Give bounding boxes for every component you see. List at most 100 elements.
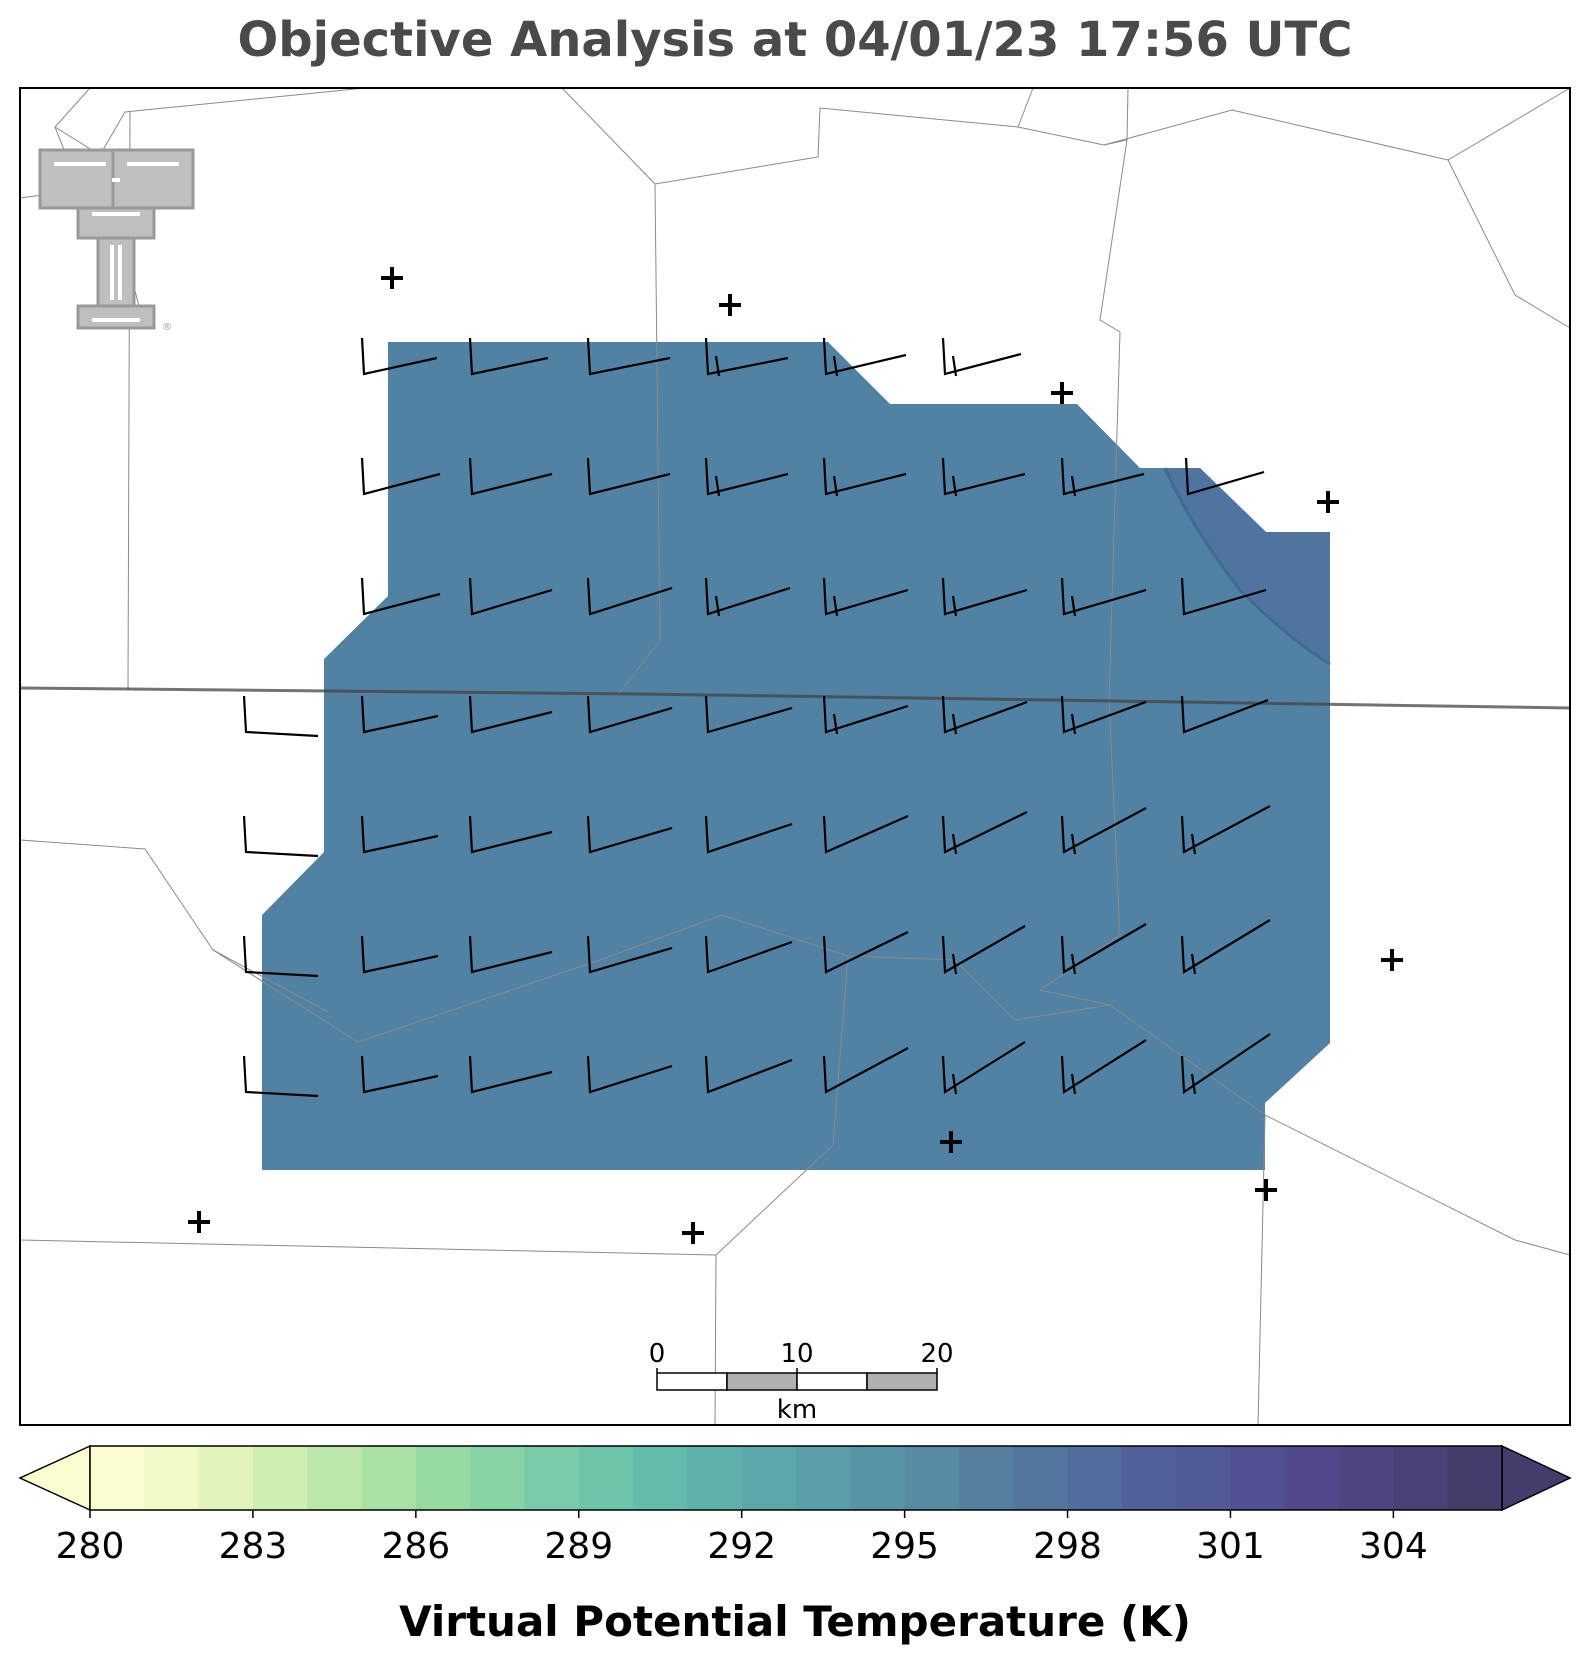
logo-stem bbox=[76, 206, 156, 240]
logo-registered-mark: ® bbox=[162, 322, 172, 333]
wind-barb bbox=[242, 935, 319, 978]
scale-label-0: 0 bbox=[649, 1339, 666, 1369]
page-title: Objective Analysis at 04/01/23 17:56 UTC bbox=[237, 12, 1353, 68]
colorbar-extend-high bbox=[1501, 1444, 1572, 1512]
colorbar-label: Virtual Potential Temperature (K) bbox=[399, 1597, 1191, 1646]
scale-label-20: 20 bbox=[920, 1339, 953, 1369]
wind-barb bbox=[468, 457, 553, 496]
wind-barb bbox=[242, 1055, 319, 1098]
wind-barb bbox=[1060, 807, 1147, 855]
wind-barb bbox=[941, 457, 1026, 497]
scale-label-10: 10 bbox=[780, 1339, 813, 1369]
wind-barb bbox=[704, 577, 791, 617]
wind-barb bbox=[468, 695, 553, 734]
wind-barb bbox=[360, 337, 438, 376]
colorbar-tick-label: 286 bbox=[381, 1526, 450, 1567]
wind-barb bbox=[704, 695, 793, 734]
wind-barb bbox=[941, 811, 1028, 855]
wind-barb bbox=[586, 935, 673, 974]
scale-seg-1 bbox=[656, 1372, 728, 1391]
scale-seg-2 bbox=[726, 1372, 798, 1391]
colorbar-extend-low bbox=[18, 1444, 91, 1512]
analysis-field bbox=[262, 342, 1330, 1170]
wind-barb bbox=[468, 577, 553, 616]
wind-barbs bbox=[242, 337, 1271, 1098]
wind-barb bbox=[1060, 695, 1147, 735]
colorbar-swatch bbox=[415, 1446, 471, 1510]
wind-barb bbox=[468, 935, 553, 974]
wind-barb bbox=[822, 695, 909, 735]
wind-barb bbox=[941, 925, 1026, 975]
colorbar-tick-label: 304 bbox=[1359, 1526, 1428, 1567]
wind-barb bbox=[1180, 577, 1267, 616]
colorbar-tick-label: 283 bbox=[219, 1526, 288, 1567]
field-highlight bbox=[1165, 468, 1330, 664]
wind-barb bbox=[704, 1055, 793, 1094]
field-contour-line bbox=[1163, 467, 1331, 666]
colorbar-swatch bbox=[252, 1446, 308, 1510]
colorbar-tick-label: 292 bbox=[707, 1526, 776, 1567]
colorbar-swatch bbox=[904, 1446, 960, 1510]
wind-barb bbox=[822, 931, 909, 974]
wind-barb bbox=[1180, 695, 1269, 734]
wind-barb bbox=[822, 814, 909, 854]
colorbar-tick-label: 301 bbox=[1196, 1526, 1265, 1567]
logo-right-t bbox=[111, 148, 195, 210]
wind-barb bbox=[1180, 805, 1271, 855]
wind-barb bbox=[1180, 1033, 1271, 1095]
station-marker bbox=[1255, 1179, 1277, 1201]
colorbar-swatch bbox=[687, 1446, 743, 1510]
colorbar-swatch bbox=[470, 1446, 525, 1510]
wind-barb bbox=[360, 695, 439, 734]
colorbar-swatch bbox=[796, 1446, 851, 1510]
scale-seg-3 bbox=[796, 1372, 868, 1391]
colorbar-swatch bbox=[307, 1446, 363, 1510]
colorbar-tick-label: 289 bbox=[544, 1526, 613, 1567]
wind-barb bbox=[1180, 919, 1271, 975]
scale-seg-4 bbox=[866, 1372, 938, 1391]
colorbar-swatch bbox=[633, 1446, 688, 1510]
ttu-logo: ® bbox=[38, 148, 195, 333]
logo-column bbox=[96, 236, 136, 308]
colorbar-swatch bbox=[1447, 1446, 1503, 1510]
colorbar-swatch bbox=[741, 1446, 797, 1510]
scale-unit: km bbox=[777, 1395, 817, 1425]
colorbar-tick-label: 295 bbox=[870, 1526, 939, 1567]
colorbar-swatch bbox=[1067, 1446, 1123, 1510]
wind-barb bbox=[1060, 457, 1145, 497]
colorbar-swatch bbox=[850, 1446, 906, 1510]
wind-barb bbox=[360, 577, 441, 616]
colorbar-swatch bbox=[578, 1446, 634, 1510]
colorbar-tick-label: 280 bbox=[56, 1526, 125, 1567]
station-marker bbox=[1381, 949, 1403, 971]
colorbar-swatch bbox=[1230, 1446, 1286, 1510]
colorbar-tick-label: 298 bbox=[1033, 1526, 1102, 1567]
wind-barb bbox=[360, 457, 441, 496]
wind-barb bbox=[1060, 1039, 1147, 1095]
station-marker bbox=[188, 1211, 210, 1233]
colorbar-swatch bbox=[1121, 1446, 1177, 1510]
colorbar-swatch bbox=[524, 1446, 580, 1510]
colorbar-swatch bbox=[198, 1446, 254, 1510]
wind-barb bbox=[941, 577, 1028, 617]
wind-barb bbox=[822, 577, 909, 617]
colorbar-swatch bbox=[144, 1446, 200, 1510]
colorbar-swatch bbox=[1284, 1446, 1340, 1510]
wind-barb bbox=[822, 1047, 909, 1094]
colorbar-swatch bbox=[1013, 1446, 1069, 1510]
wind-barb bbox=[822, 337, 907, 377]
colorbar-swatch bbox=[1176, 1446, 1231, 1510]
wind-barb bbox=[586, 337, 671, 376]
logo-left-t bbox=[38, 148, 122, 210]
wind-barb bbox=[822, 457, 907, 497]
station-markers bbox=[188, 267, 1403, 1244]
wind-barb bbox=[1060, 923, 1147, 975]
wind-barb bbox=[468, 1055, 553, 1094]
colorbar-swatch bbox=[958, 1446, 1014, 1510]
wind-barb bbox=[586, 577, 673, 616]
wind-barb bbox=[586, 695, 673, 734]
wind-barb bbox=[704, 457, 789, 497]
colorbar-swatch bbox=[361, 1446, 417, 1510]
wind-barb bbox=[468, 337, 549, 376]
